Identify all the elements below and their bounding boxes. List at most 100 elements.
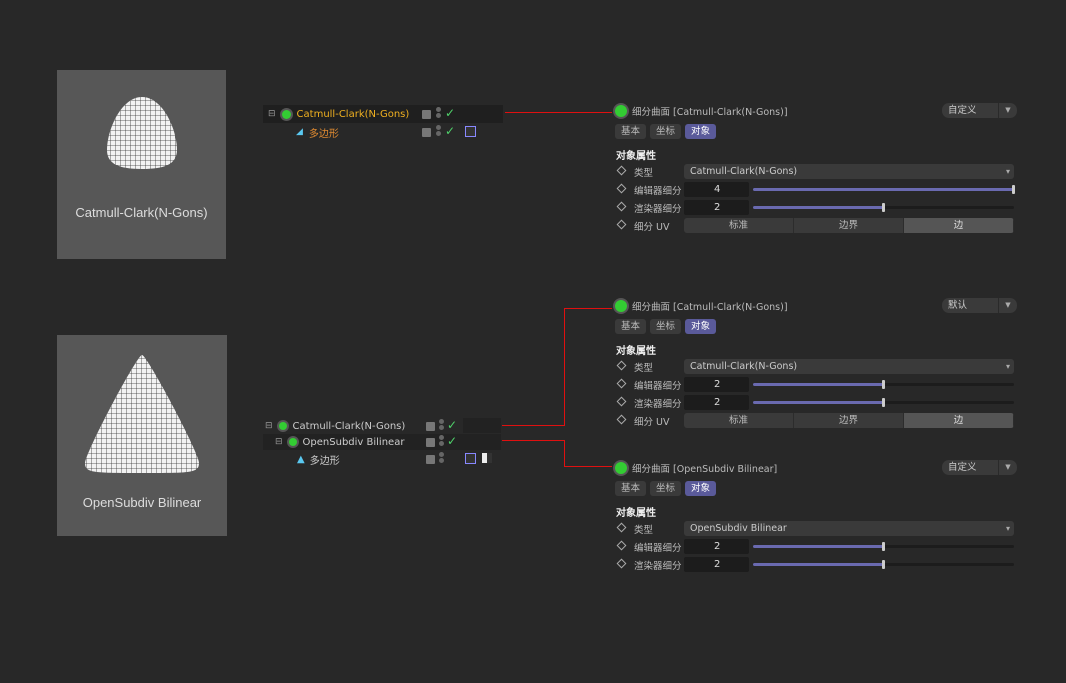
slider-handle[interactable] [881,542,885,551]
edit-icon[interactable] [422,110,431,119]
chevron-down-icon[interactable]: ▼ [998,298,1017,313]
phong-tag-icon[interactable] [465,126,476,137]
property-label: 类型 [634,363,654,374]
subdivision-slider[interactable] [753,380,1014,389]
tab-1[interactable]: 坐标 [650,319,682,334]
panel-header: 细分曲面 [OpenSubdiv Bilinear] [615,461,777,475]
attribute-panel: 细分曲面 [Catmull-Clark(N-Gons)] 自定义 ▼ 基本 坐标 对象… [615,103,1017,234]
visibility-dots[interactable] [436,107,441,119]
subdivision-slider[interactable] [753,560,1014,569]
property-label: 编辑器细分 [634,186,682,197]
subdivision-input[interactable]: 2 [684,557,749,572]
uv-option[interactable]: 边界 [794,413,904,428]
tab-2[interactable]: 对象 [685,481,717,496]
tree-item[interactable]: ▲ 多边形 [297,453,340,467]
property-label: 渲染器细分 [634,204,682,215]
keyframe-diamond-icon[interactable] [616,558,627,569]
texture-tag-icon[interactable] [482,453,492,463]
subdivision-input[interactable]: 2 [684,200,749,215]
tab-1[interactable]: 坐标 [650,481,682,496]
property-row: 渲染器细分 2 [615,557,1017,572]
uv-option[interactable]: 边 [904,413,1014,428]
subdivision-slider[interactable] [753,542,1014,551]
property-label: 细分 UV [634,417,670,428]
tab-0[interactable]: 基本 [615,319,647,334]
visibility-dots[interactable] [439,419,444,431]
enabled-check-icon[interactable]: ✓ [447,418,458,432]
property-row: 编辑器细分 4 [615,182,1017,197]
subdivision-input[interactable]: 4 [684,182,749,197]
tree-item[interactable]: ◢ 多边形 [296,127,339,140]
subdivision-input[interactable]: 2 [684,377,749,392]
polygon-icon: ▲ [297,453,305,465]
slider-handle[interactable] [881,560,885,569]
visibility-dots[interactable] [439,435,444,447]
uv-option[interactable]: 标准 [684,218,794,233]
collapse-icon[interactable]: ⊟ [268,109,276,119]
visibility-dots[interactable] [439,452,444,464]
subdivision-slider[interactable] [753,398,1014,407]
uv-option[interactable]: 边界 [794,218,904,233]
phong-tag-icon[interactable] [465,453,476,464]
uv-option[interactable]: 标准 [684,413,794,428]
tree-item[interactable]: ⊟ Catmull-Clark(N-Gons) [268,108,410,120]
chevron-down-icon[interactable]: ▼ [998,103,1017,118]
tab-0[interactable]: 基本 [615,124,647,139]
preset-dropdown[interactable]: 默认 ▼ [942,298,1017,313]
type-dropdown[interactable]: Catmull-Clark(N-Gons) [684,164,1014,179]
section-title: 对象属性 [616,151,656,162]
keyframe-diamond-icon[interactable] [616,183,627,194]
slider-handle[interactable] [881,203,885,212]
panel-title: 细分曲面 [OpenSubdiv Bilinear] [632,464,778,475]
tree-item[interactable]: ⊟ Catmull-Clark(N-Gons) [265,420,406,432]
preset-dropdown[interactable]: 自定义 ▼ [942,460,1017,475]
edit-icon[interactable] [422,128,431,137]
preset-value: 自定义 [948,105,977,116]
preset-dropdown[interactable]: 自定义 ▼ [942,103,1017,118]
tab-0[interactable]: 基本 [615,481,647,496]
section-title: 对象属性 [616,508,656,519]
keyframe-diamond-icon[interactable] [616,219,627,230]
subdivision-input[interactable]: 2 [684,539,749,554]
uv-option[interactable]: 边 [904,218,1014,233]
edit-icon[interactable] [426,422,435,431]
keyframe-diamond-icon[interactable] [616,522,627,533]
collapse-icon[interactable]: ⊟ [275,437,283,447]
keyframe-diamond-icon[interactable] [616,414,627,425]
property-row: 类型 Catmull-Clark(N-Gons) [615,359,1017,374]
tab-2[interactable]: 对象 [685,124,717,139]
tab-2[interactable]: 对象 [685,319,717,334]
connector-line [502,425,564,426]
connector-line [564,308,612,309]
edit-icon[interactable] [426,455,435,464]
connector-line [564,440,565,467]
subdivision-slider[interactable] [753,185,1015,194]
subdivision-input[interactable]: 2 [684,395,749,410]
slider-handle[interactable] [881,398,885,407]
keyframe-diamond-icon[interactable] [616,165,627,176]
edit-icon[interactable] [426,438,435,447]
keyframe-diamond-icon[interactable] [616,201,627,212]
type-dropdown[interactable]: Catmull-Clark(N-Gons) [684,359,1014,374]
panel-title: 细分曲面 [Catmull-Clark(N-Gons)] [632,302,788,313]
keyframe-diamond-icon[interactable] [616,540,627,551]
tab-1[interactable]: 坐标 [650,124,682,139]
property-label: 渲染器细分 [634,399,682,410]
slider-handle[interactable] [1012,185,1015,194]
tree-item[interactable]: ⊟ OpenSubdiv Bilinear [275,436,405,448]
thumbnail-caption: OpenSubdiv Bilinear [82,495,202,510]
subdivision-slider[interactable] [753,203,1014,212]
slider-handle[interactable] [881,380,885,389]
object-tree-2: ⊟ Catmull-Clark(N-Gons) ⊟ OpenSubdiv Bil… [263,417,503,469]
visibility-dots[interactable] [436,125,441,137]
property-label: 渲染器细分 [634,561,682,572]
keyframe-diamond-icon[interactable] [616,360,627,371]
keyframe-diamond-icon[interactable] [616,396,627,407]
enabled-check-icon[interactable]: ✓ [445,124,456,138]
collapse-icon[interactable]: ⊟ [265,421,273,431]
chevron-down-icon[interactable]: ▼ [998,460,1017,475]
keyframe-diamond-icon[interactable] [616,378,627,389]
enabled-check-icon[interactable]: ✓ [445,106,456,120]
enabled-check-icon[interactable]: ✓ [447,434,458,448]
type-dropdown[interactable]: OpenSubdiv Bilinear [684,521,1014,536]
